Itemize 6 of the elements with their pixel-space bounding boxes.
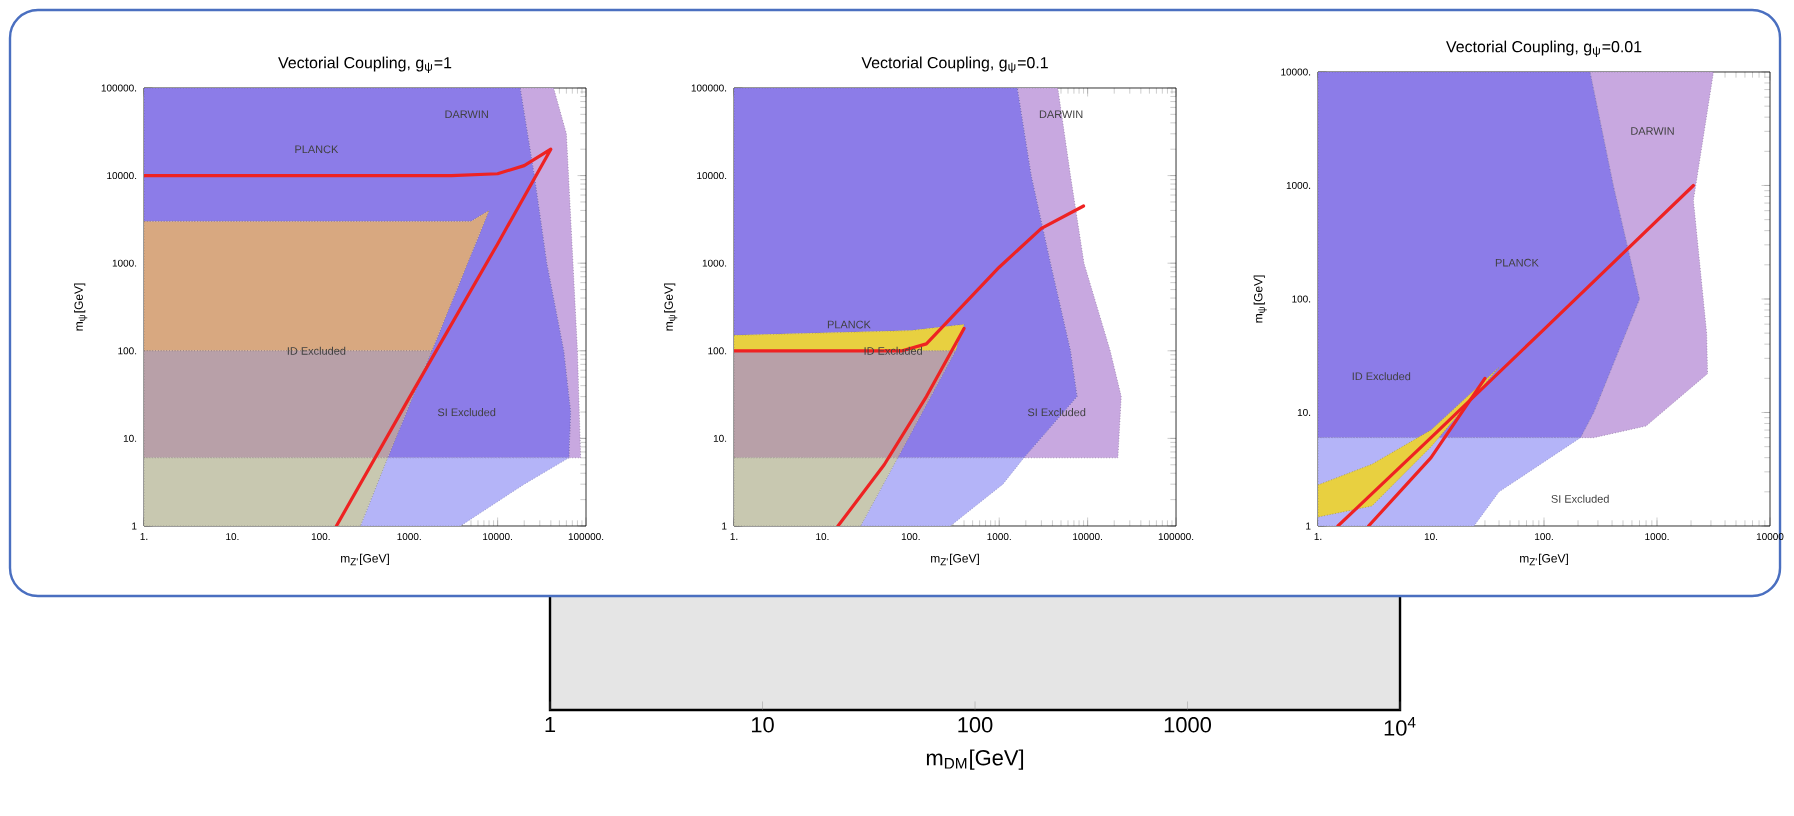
category-label: 1 <box>545 717 556 733</box>
category-label: 10 <box>751 717 774 733</box>
text: m$_{DM}$[GeV] <box>926 749 1024 770</box>
category-label: 1000 <box>1164 717 1212 733</box>
category-label: 10$^{4}$ <box>1384 717 1416 736</box>
category-label: 100 <box>958 717 993 733</box>
